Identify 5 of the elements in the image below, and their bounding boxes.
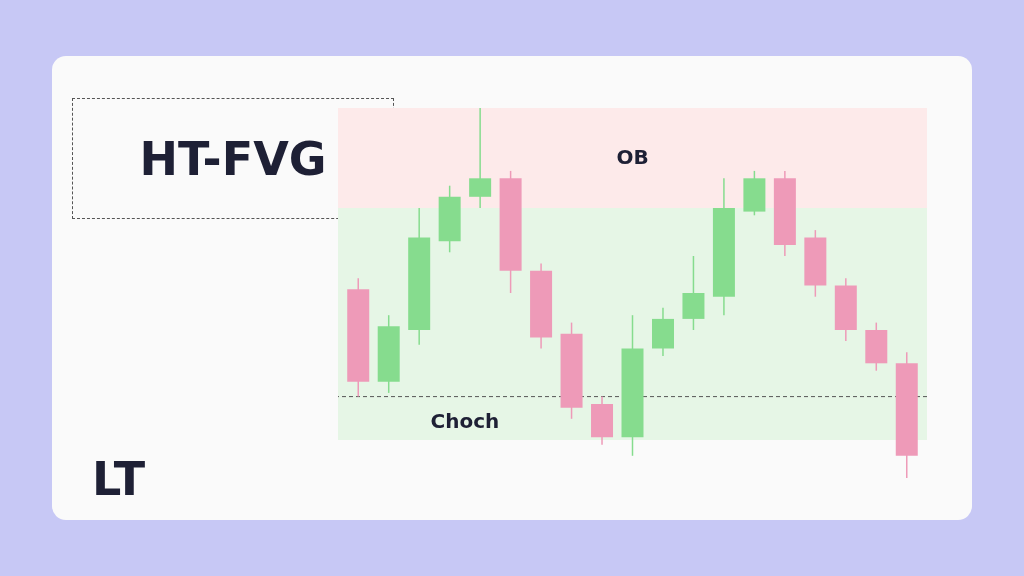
- text: LT: [92, 452, 146, 506]
- band-label: OB: [616, 144, 649, 169]
- ref-line-label: Choch: [430, 408, 500, 433]
- candlestick: [469, 108, 492, 209]
- text: HT-FVG: [72, 98, 394, 219]
